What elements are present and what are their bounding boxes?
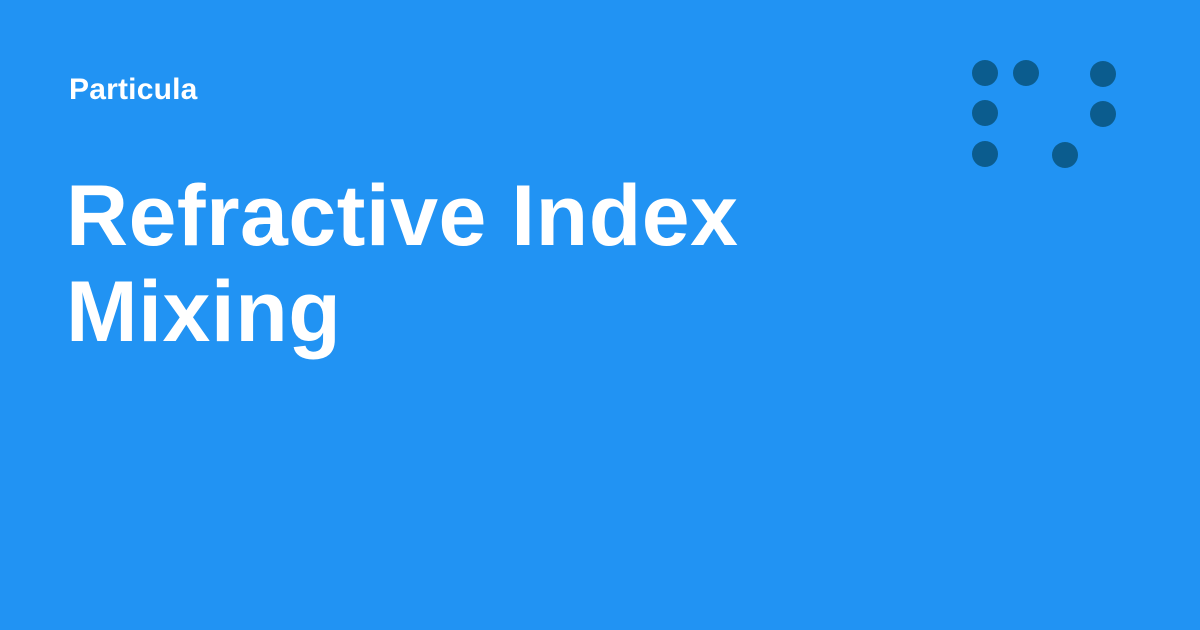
logo-dot	[1013, 60, 1039, 86]
logo-dot	[972, 100, 998, 126]
brand-name: Particula	[69, 73, 198, 106]
logo-dot	[1052, 142, 1078, 168]
page-title-line-1: Refractive Index	[66, 168, 739, 264]
page-title: Refractive Index Mixing	[66, 168, 966, 360]
logo-dot	[1090, 101, 1116, 127]
logo-dot	[972, 141, 998, 167]
dot-grid-logo-icon	[972, 60, 1116, 168]
logo-dot	[972, 60, 998, 86]
logo-dot	[1090, 61, 1116, 87]
page-title-line-2: Mixing	[66, 264, 342, 360]
